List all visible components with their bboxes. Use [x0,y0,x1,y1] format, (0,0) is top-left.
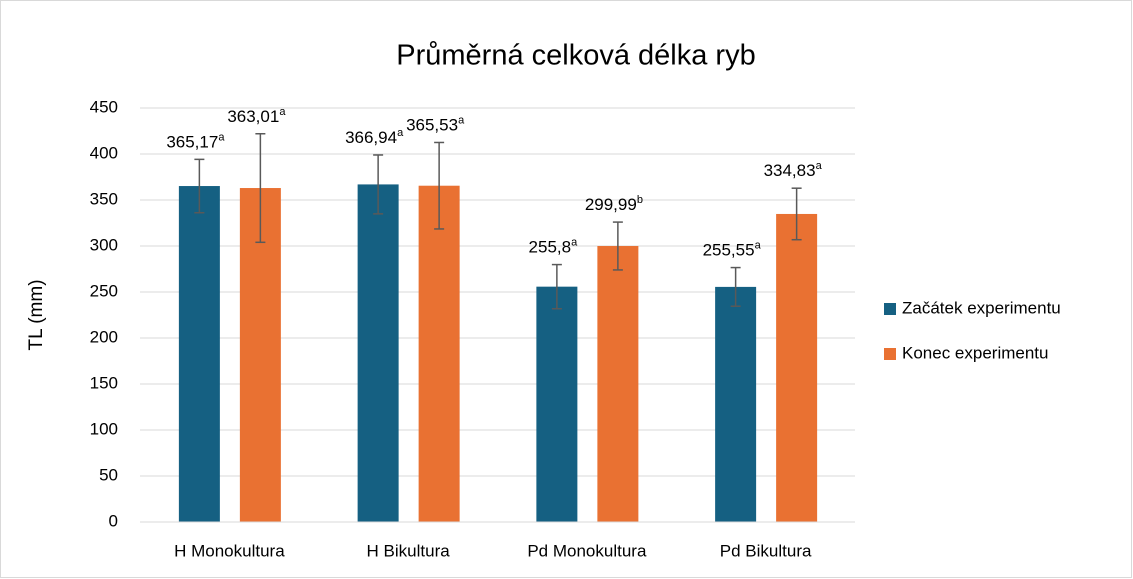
bar [178,186,220,523]
data-label: 299,99b [585,194,643,215]
x-tick-label: H Bikultura [367,541,451,560]
data-label-letter: a [816,160,823,172]
data-label-value: 363,01 [227,107,279,126]
legend-label: Začátek experimentu [902,298,1061,317]
y-tick-label: 250 [90,281,118,300]
y-tick-label: 200 [90,327,118,346]
data-label-value: 299,99 [585,196,637,215]
y-tick-label: 150 [90,373,118,392]
y-tick-label: 300 [90,235,118,254]
x-tick-label: Pd Monokultura [527,541,647,560]
data-label-letter: a [397,127,404,139]
data-label: 255,55a [703,239,762,260]
data-label: 366,94a [345,127,404,148]
y-tick-label: 350 [90,189,118,208]
x-tick-label: H Monokultura [174,541,285,560]
bar [357,184,399,522]
y-tick-label: 450 [90,97,118,116]
y-tick-label: 100 [90,419,118,438]
data-label-letter: a [458,114,465,126]
chart-title: Průměrná celková délka ryb [396,40,755,72]
data-label-value: 365,53 [406,116,458,135]
x-tick-label: Pd Bikultura [720,541,812,560]
bar [536,286,578,522]
data-label-value: 366,94 [345,128,397,147]
data-label-value: 255,55 [703,241,755,260]
legend-swatch [884,303,896,315]
data-label-value: 365,17 [166,133,218,152]
y-tick-label: 400 [90,143,118,162]
bar [597,246,639,522]
data-label-letter: a [755,239,762,251]
y-tick-label: 0 [109,511,118,530]
data-label: 365,17a [166,131,225,152]
bar [239,188,281,522]
data-label-letter: a [279,106,286,118]
bar [418,185,460,522]
y-axis-label: TL (mm) [26,279,47,350]
bar [776,213,818,522]
legend-swatch [884,348,896,360]
legend-label: Konec experimentu [902,343,1048,362]
data-label-value: 255,8 [529,238,572,257]
data-label: 255,8a [529,236,579,257]
data-label-letter: a [218,131,225,143]
data-label-letter: a [571,236,578,248]
data-label: 363,01a [227,106,286,127]
bar [715,286,757,522]
data-label: 365,53a [406,114,465,135]
data-label-letter: b [637,194,643,206]
y-tick-label: 50 [99,465,118,484]
data-label-value: 334,83 [764,162,816,181]
data-label: 334,83a [764,160,823,181]
